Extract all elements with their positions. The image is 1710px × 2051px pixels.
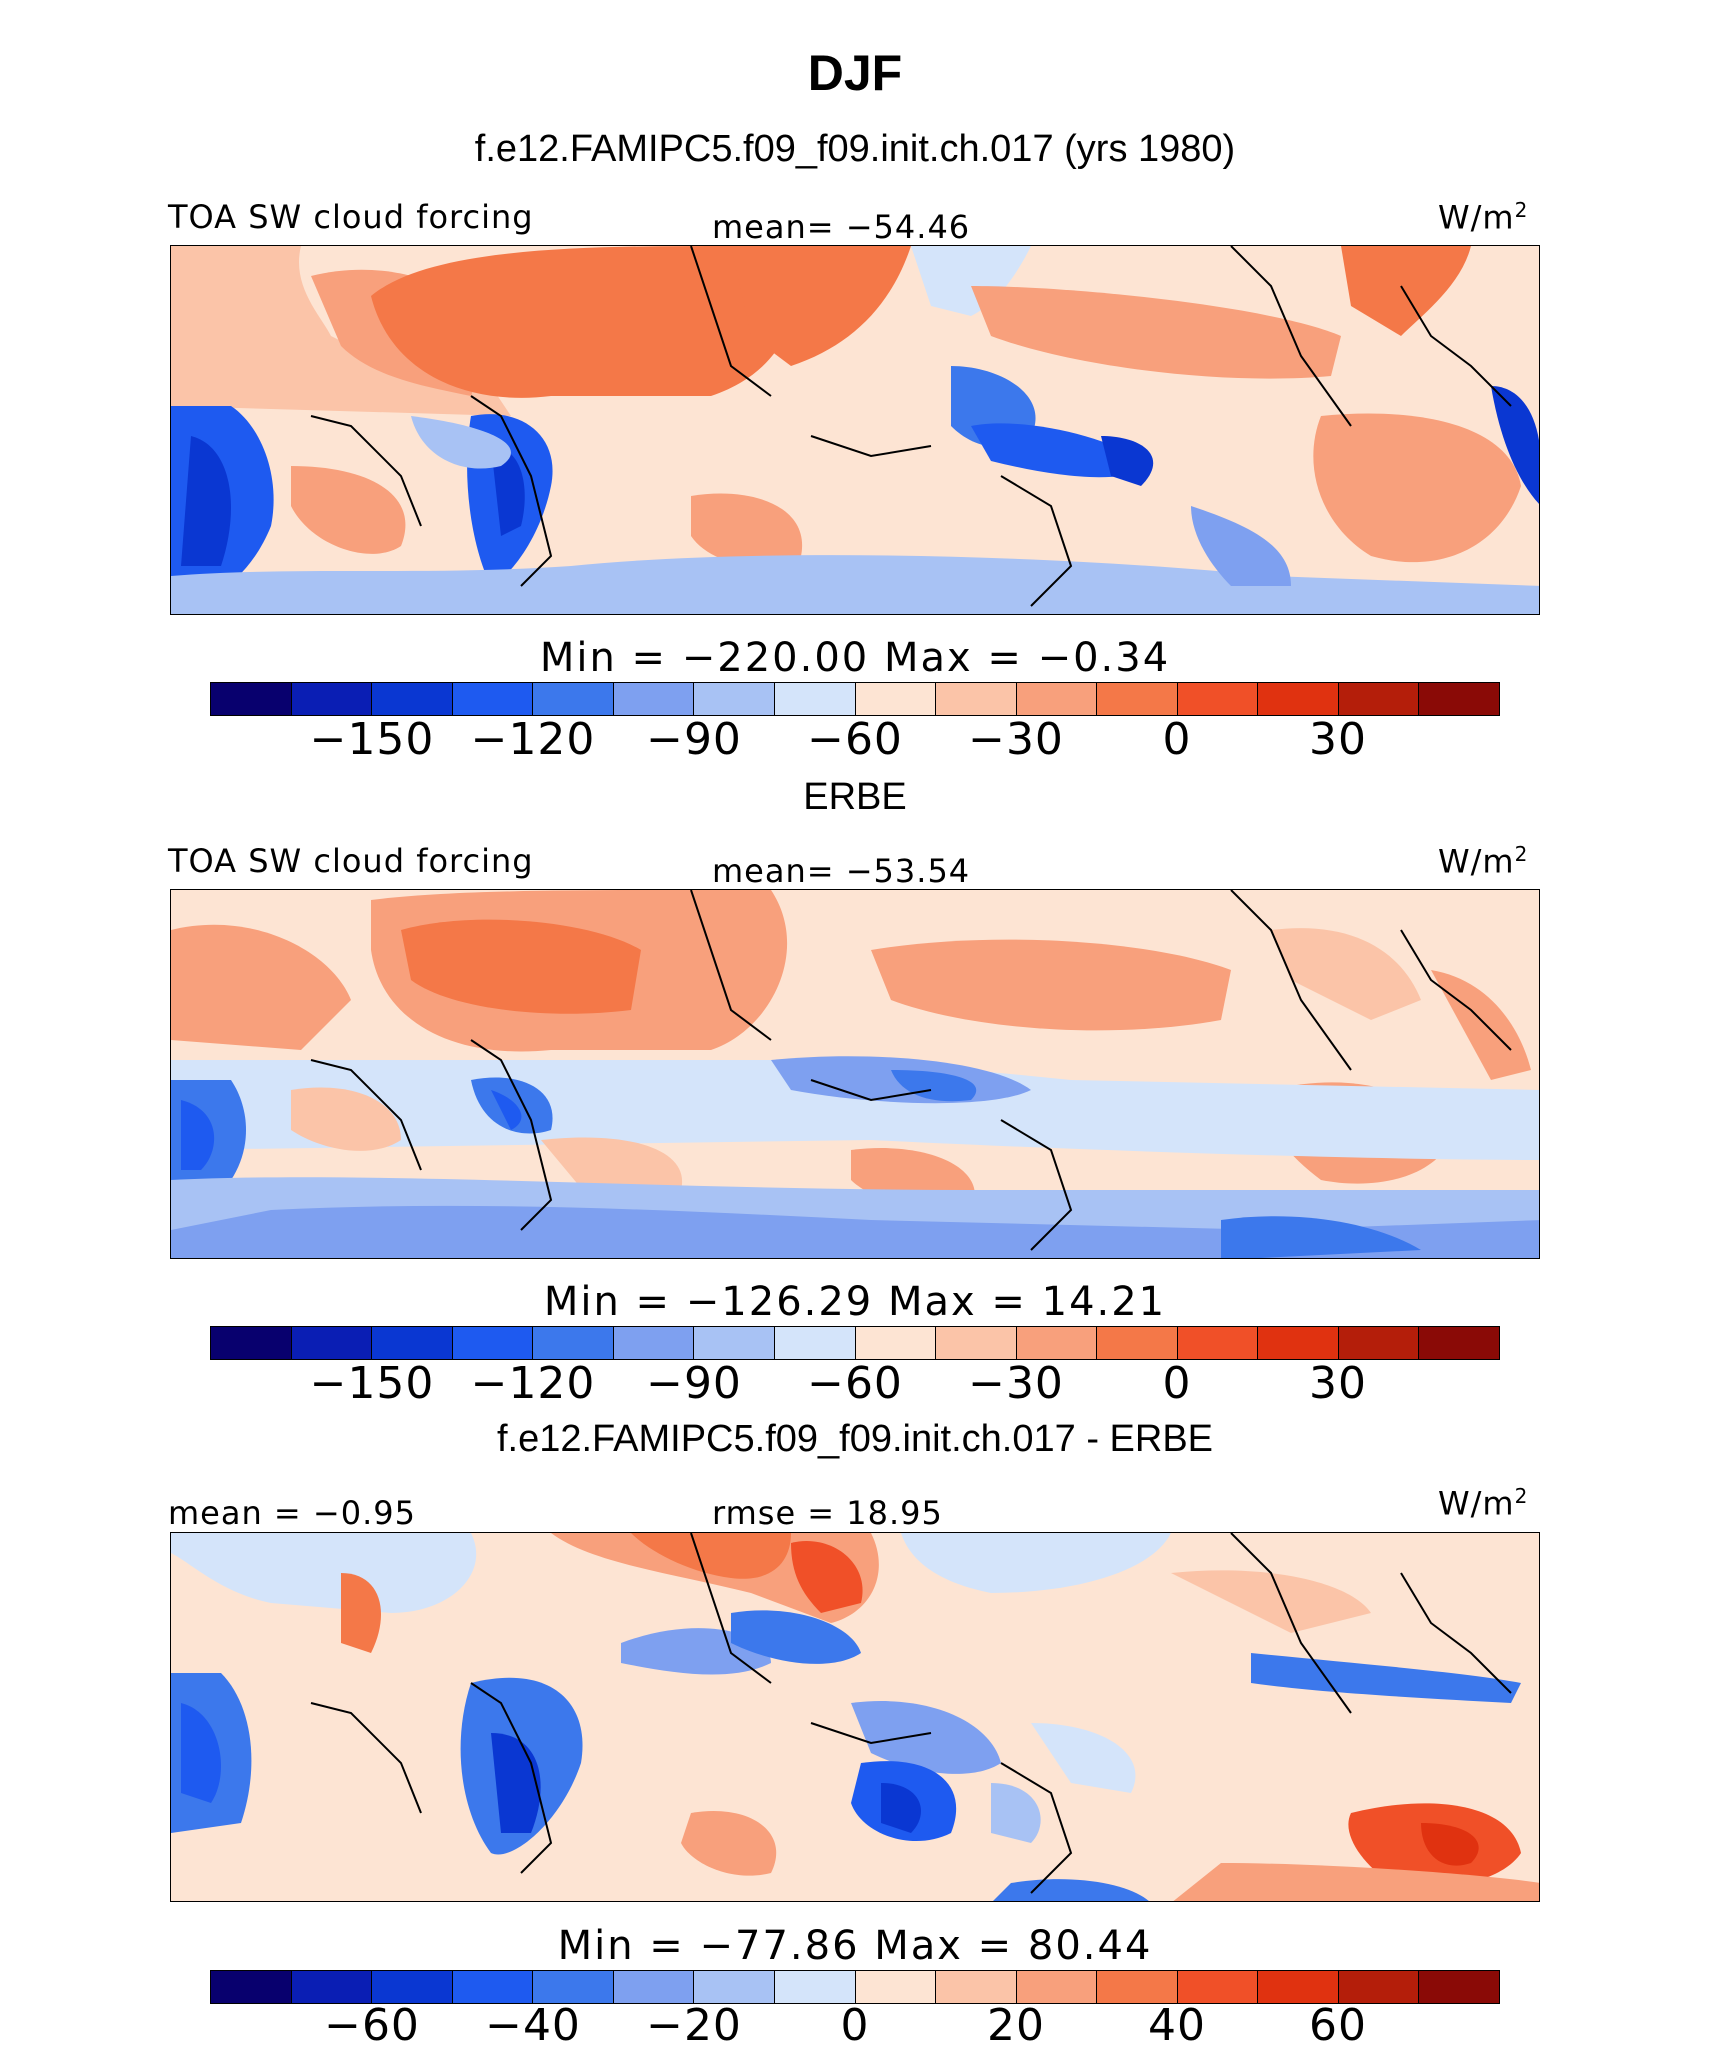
panel-1-heading: f.e12.FAMIPC5.f09_f09.init.ch.017 (yrs 1… bbox=[474, 128, 1236, 170]
panel-2-heading: ERBE bbox=[803, 776, 907, 818]
panel-1-minmax: Min = −220.00 Max = −0.34 bbox=[539, 635, 1171, 681]
panel-1-map bbox=[170, 245, 1540, 615]
colorbar-swatch bbox=[211, 1327, 292, 1359]
colorbar-swatch bbox=[1419, 683, 1499, 715]
colorbar-swatch bbox=[291, 683, 373, 715]
panel-3-rmse-label: rmse = 18.95 bbox=[712, 1494, 943, 1532]
colorbar-swatch bbox=[372, 683, 453, 715]
panel-1-tick: −90 bbox=[646, 714, 742, 765]
colorbar-swatch bbox=[1258, 1327, 1339, 1359]
colorbar-swatch bbox=[1016, 683, 1098, 715]
panel-3-mean-label: mean = −0.95 bbox=[168, 1494, 416, 1532]
colorbar-swatch bbox=[774, 1327, 856, 1359]
colorbar-swatch bbox=[855, 1327, 937, 1359]
colorbar-swatch bbox=[1177, 683, 1259, 715]
colorbar-swatch bbox=[613, 1327, 695, 1359]
colorbar-swatch bbox=[533, 683, 614, 715]
colorbar-swatch bbox=[211, 683, 292, 715]
colorbar-swatch bbox=[774, 1971, 856, 2003]
colorbar-swatch bbox=[1177, 1971, 1259, 2003]
colorbar-swatch bbox=[211, 1971, 292, 2003]
panel-1-colorbar bbox=[210, 682, 1500, 716]
page-title: DJF bbox=[807, 45, 903, 101]
panel-3-tick: 20 bbox=[987, 2000, 1045, 2051]
panel-3-map bbox=[170, 1532, 1540, 1902]
panel-1-variable-label: TOA SW cloud forcing bbox=[168, 198, 534, 236]
colorbar-swatch bbox=[1258, 1971, 1339, 2003]
panel-3-tick: 60 bbox=[1309, 2000, 1367, 2051]
colorbar-swatch bbox=[1097, 1971, 1178, 2003]
colorbar-swatch bbox=[694, 683, 775, 715]
panel-2-tick: −90 bbox=[646, 1358, 742, 1409]
colorbar-swatch bbox=[1016, 1327, 1098, 1359]
colorbar-swatch bbox=[452, 683, 534, 715]
panel-3-tick: −40 bbox=[485, 2000, 581, 2051]
panel-1-tick: −60 bbox=[807, 714, 903, 765]
colorbar-swatch bbox=[533, 1971, 614, 2003]
colorbar-swatch bbox=[936, 1327, 1017, 1359]
colorbar-swatch bbox=[372, 1971, 453, 2003]
panel-2-tick: −150 bbox=[309, 1358, 435, 1409]
panel-3-colorbar bbox=[210, 1970, 1500, 2004]
panel-2-variable-label: TOA SW cloud forcing bbox=[168, 842, 534, 880]
panel-2-minmax: Min = −126.29 Max = 14.21 bbox=[543, 1279, 1167, 1325]
panel-3-heading: f.e12.FAMIPC5.f09_f09.init.ch.017 - ERBE bbox=[496, 1418, 1214, 1460]
colorbar-swatch bbox=[1338, 1971, 1420, 2003]
colorbar-swatch bbox=[1338, 683, 1420, 715]
panel-1-tick: 0 bbox=[1162, 714, 1192, 765]
colorbar-swatch bbox=[291, 1327, 373, 1359]
panel-1-tick: −120 bbox=[470, 714, 596, 765]
panel-2-mean-label: mean= −53.54 bbox=[712, 852, 971, 890]
panel-1-tick: 30 bbox=[1309, 714, 1367, 765]
panel-3-minmax: Min = −77.86 Max = 80.44 bbox=[557, 1923, 1153, 1969]
colorbar-swatch bbox=[291, 1971, 373, 2003]
colorbar-swatch bbox=[774, 683, 856, 715]
colorbar-swatch bbox=[1419, 1971, 1499, 2003]
colorbar-swatch bbox=[372, 1327, 453, 1359]
panel-2-tick: −120 bbox=[470, 1358, 596, 1409]
colorbar-swatch bbox=[694, 1327, 775, 1359]
panel-3-tick: 0 bbox=[840, 2000, 870, 2051]
panel-2-tick: −30 bbox=[968, 1358, 1064, 1409]
colorbar-swatch bbox=[1097, 683, 1178, 715]
panel-3-tick: −60 bbox=[324, 2000, 420, 2051]
colorbar-swatch bbox=[1258, 683, 1339, 715]
colorbar-swatch bbox=[1016, 1971, 1098, 2003]
panel-1-tick: −30 bbox=[968, 714, 1064, 765]
colorbar-swatch bbox=[855, 1971, 937, 2003]
colorbar-swatch bbox=[613, 1971, 695, 2003]
colorbar-swatch bbox=[936, 1971, 1017, 2003]
panel-2-tick: 0 bbox=[1162, 1358, 1192, 1409]
panel-1-mean-label: mean= −54.46 bbox=[712, 208, 971, 246]
colorbar-swatch bbox=[1338, 1327, 1420, 1359]
colorbar-swatch bbox=[936, 683, 1017, 715]
panel-3-tick: 40 bbox=[1148, 2000, 1206, 2051]
colorbar-swatch bbox=[855, 683, 937, 715]
colorbar-swatch bbox=[533, 1327, 614, 1359]
panel-2-tick: 30 bbox=[1309, 1358, 1367, 1409]
colorbar-swatch bbox=[452, 1971, 534, 2003]
colorbar-swatch bbox=[1097, 1327, 1178, 1359]
colorbar-swatch bbox=[1177, 1327, 1259, 1359]
panel-1-tick: −150 bbox=[309, 714, 435, 765]
panel-1-units-label: W/m2 bbox=[1438, 198, 1529, 237]
panel-2-map bbox=[170, 889, 1540, 1259]
panel-2-units-label: W/m2 bbox=[1438, 842, 1529, 881]
colorbar-swatch bbox=[613, 683, 695, 715]
panel-2-tick: −60 bbox=[807, 1358, 903, 1409]
colorbar-swatch bbox=[1419, 1327, 1499, 1359]
colorbar-swatch bbox=[452, 1327, 534, 1359]
panel-2-colorbar bbox=[210, 1326, 1500, 1360]
panel-3-tick: −20 bbox=[646, 2000, 742, 2051]
panel-3-units-label: W/m2 bbox=[1438, 1484, 1529, 1523]
colorbar-swatch bbox=[694, 1971, 775, 2003]
